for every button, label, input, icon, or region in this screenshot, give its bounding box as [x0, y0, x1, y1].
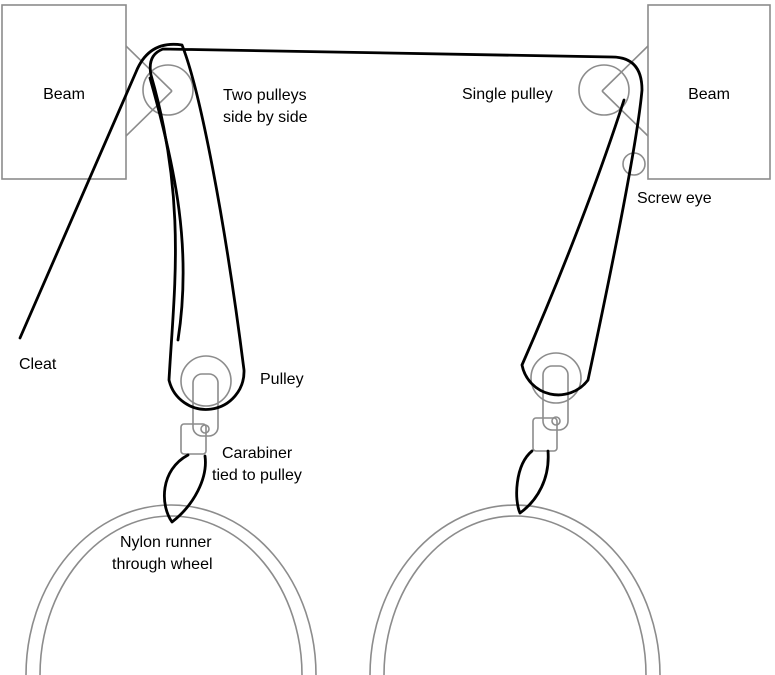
screw-eye-label: Screw eye: [637, 190, 712, 207]
rope-main: [18, 42, 644, 411]
nylon-runner-label-line2: through wheel: [112, 556, 213, 573]
pulley-label: Pulley: [260, 371, 304, 388]
carabiner-label-line1: Carabiner: [222, 445, 293, 462]
two-pulleys-label-line2: side by side: [223, 109, 308, 126]
single-pulley-right: [578, 45, 649, 137]
nylon-runner-label-line1: Nylon runner: [120, 534, 212, 551]
lower-pulley-right: [530, 352, 582, 452]
nylon-runner-left: [162, 453, 207, 524]
lower-pulley-left: [180, 355, 232, 455]
screw-eye: [622, 152, 646, 176]
two-pulleys-label-line1: Two pulleys: [223, 87, 307, 104]
beam-right: [647, 4, 771, 180]
beam-right-label: Beam: [688, 86, 730, 103]
rope-left-inner: [148, 76, 185, 342]
wheel-left: [25, 504, 317, 675]
wheel-right: [369, 504, 661, 675]
single-pulley-label: Single pulley: [462, 86, 553, 103]
carabiner-label-line2: tied to pulley: [212, 467, 302, 484]
cleat-label: Cleat: [19, 356, 57, 373]
nylon-runner-right: [515, 449, 550, 515]
double-pulley-left: [125, 45, 194, 137]
beam-left-label: Beam: [43, 86, 85, 103]
